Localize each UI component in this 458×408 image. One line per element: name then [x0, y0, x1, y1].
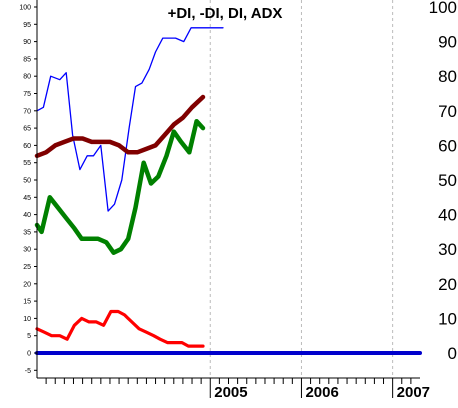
year-tick-label: 2007: [397, 384, 430, 401]
left-tick-label: 80: [23, 74, 31, 81]
left-tick-label: 30: [23, 247, 31, 254]
series-line-adx: [34, 94, 206, 159]
right-tick-label: 60: [438, 136, 457, 155]
grid-layer: [209, 0, 394, 378]
left-tick-label: 45: [23, 195, 31, 202]
right-tick-label: 100: [429, 0, 457, 17]
left-tick-label: 20: [23, 281, 31, 288]
left-tick-label: 25: [23, 264, 31, 271]
right-tick-label: 90: [438, 33, 457, 52]
left-tick-label: 95: [23, 22, 31, 29]
left-tick-label: 5: [27, 333, 31, 340]
right-tick-label: 70: [438, 102, 457, 121]
right-tick-label: 0: [448, 344, 457, 363]
left-tick-label: -5: [25, 368, 31, 375]
left-tick-label: 10: [23, 316, 31, 323]
left-tick-label: 70: [23, 108, 31, 115]
right-tick-label: 30: [438, 240, 457, 259]
right-tick-label: 40: [438, 206, 457, 225]
left-tick-label: 15: [23, 299, 31, 306]
left-tick-label: 75: [23, 91, 31, 98]
left-tick-label: 85: [23, 56, 31, 63]
series-layer: [34, 27, 422, 355]
left-tick-label: 40: [23, 212, 31, 219]
left-tick-label: 50: [23, 178, 31, 185]
right-tick-label: 10: [438, 309, 457, 328]
series-line-di: [34, 118, 206, 255]
right-tick-label: 50: [438, 171, 457, 190]
left-tick-label: 90: [23, 39, 31, 46]
chart-title: +DI, -DI, DI, ADX: [168, 5, 283, 22]
series-line-minus-di: [35, 309, 205, 348]
left-tick-label: 35: [23, 229, 31, 236]
left-tick-label: 55: [23, 160, 31, 167]
right-tick-label: 20: [438, 275, 457, 294]
left-tick-label: 100: [19, 5, 31, 12]
series-line-plus-di: [36, 27, 224, 212]
axis-layer: -5 0 5 10 15 20 25 30 35 40 45 50 55 60 65 70 75 80 85 90 95…: [19, 0, 457, 401]
year-tick-label: 2005: [214, 384, 247, 401]
right-tick-label: 80: [438, 67, 457, 86]
year-tick-label: 2006: [305, 384, 338, 401]
left-tick-label: 0: [27, 351, 31, 358]
left-tick-label: 65: [23, 126, 31, 133]
left-tick-label: 60: [23, 143, 31, 150]
